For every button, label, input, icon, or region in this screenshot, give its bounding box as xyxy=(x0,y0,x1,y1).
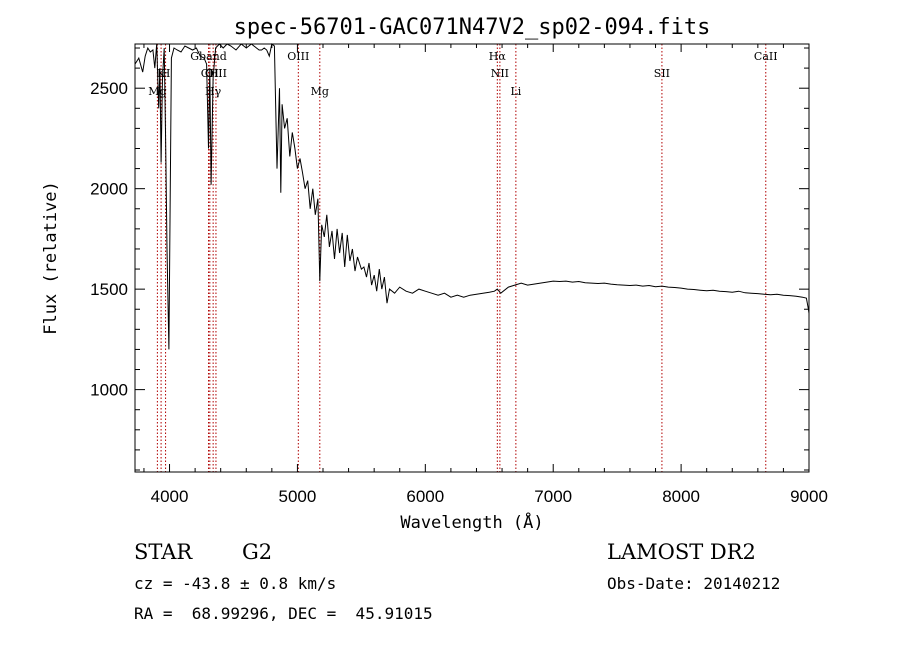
x-tick-label: 4000 xyxy=(151,487,189,506)
spectral-line-label: Gband xyxy=(190,50,227,63)
spectral-line-label: H xyxy=(161,67,171,80)
spectrum-series-line xyxy=(134,43,810,350)
spectral-line-label: Mg xyxy=(148,85,166,98)
object-subclass: G2 xyxy=(242,540,273,564)
x-tick-label: 8000 xyxy=(662,487,700,506)
radec-text: RA = 68.99296, DEC = 45.91015 xyxy=(134,604,433,623)
y-tick-label: 2000 xyxy=(90,180,128,199)
obs-date-text: Obs-Date: 20140212 xyxy=(607,574,781,593)
survey-name: LAMOST DR2 xyxy=(607,540,756,564)
y-tick-label: 1000 xyxy=(90,381,128,400)
x-tick-label: 9000 xyxy=(790,487,828,506)
spectral-line-label: NII xyxy=(491,67,509,80)
y-axis-label: Flux (relative) xyxy=(41,181,61,335)
spectral-line-markers xyxy=(156,44,767,472)
chart-title: spec-56701-GAC071N47V2_sp02-094.fits xyxy=(234,15,711,40)
axis-ticks: 4000 5000 6000 7000 8000 9000 1000 1500 2000 2500 xyxy=(90,44,828,506)
spectral-line-label: OIII xyxy=(205,67,227,80)
plot-frame xyxy=(134,43,810,473)
spectral-line-label: K xyxy=(157,67,166,80)
x-tick-label: 7000 xyxy=(534,487,572,506)
spectral-line-label: CaII xyxy=(754,50,778,63)
spectral-line-label: OIII xyxy=(287,50,309,63)
spectral-line-label: SII xyxy=(654,67,670,80)
spectral-line-label: Mg xyxy=(311,85,329,98)
redshift-text: cz = -43.8 ± 0.8 km/s xyxy=(134,574,337,593)
y-tick-label: 2500 xyxy=(90,79,128,98)
spectral-line-label: Hα xyxy=(489,50,507,63)
object-class: STAR xyxy=(134,540,193,564)
x-tick-label: 5000 xyxy=(279,487,317,506)
x-tick-label: 6000 xyxy=(406,487,444,506)
y-tick-label: 1500 xyxy=(90,280,128,299)
x-axis-label: Wavelength (Å) xyxy=(400,511,543,533)
spectral-line-label: Li xyxy=(510,85,521,98)
